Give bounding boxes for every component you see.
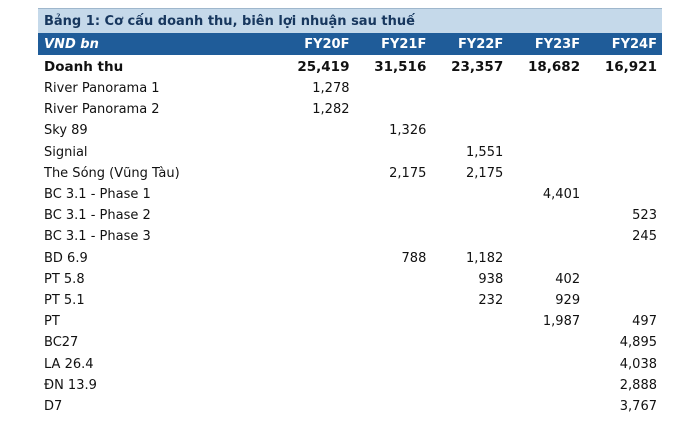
row-value: 1,326 xyxy=(389,123,427,139)
row-label: BC27 xyxy=(44,335,79,351)
table-header-row: VND bn FY20F FY21F FY22F FY23F FY24F xyxy=(38,33,662,55)
header-col: FY22F xyxy=(457,36,504,52)
row-value: 18,682 xyxy=(528,58,581,75)
row-value: 4,038 xyxy=(619,356,657,372)
table-row: BC27 4,895 xyxy=(38,332,662,353)
revenue-table: Bảng 1: Cơ cấu doanh thu, biên lợi nhuận… xyxy=(38,8,662,417)
table-row: BC 3.1 - Phase 1 4,401 xyxy=(38,184,662,205)
row-value: 929 xyxy=(555,292,581,308)
table-row: The Sóng (Vũng Tàu) 2,175 2,175 xyxy=(38,163,662,184)
row-label: Signial xyxy=(44,144,88,160)
table-row: D7 3,767 xyxy=(38,396,662,417)
row-value: 23,357 xyxy=(451,58,504,75)
row-label: Sky 89 xyxy=(44,123,88,139)
row-label: Doanh thu xyxy=(44,58,124,75)
row-value: 1,551 xyxy=(466,144,504,160)
row-value: 402 xyxy=(555,271,581,287)
header-col: FY21F xyxy=(381,36,427,52)
row-label: The Sóng (Vũng Tàu) xyxy=(44,165,180,181)
row-value: 2,175 xyxy=(466,165,504,181)
table-row: PT 1,987 497 xyxy=(38,311,662,332)
row-label: BC 3.1 - Phase 3 xyxy=(44,229,151,245)
row-value: 4,895 xyxy=(619,335,657,351)
row-value: 938 xyxy=(478,271,504,287)
header-col: FY20F xyxy=(304,36,350,52)
table-body: Doanh thu 25,419 31,516 23,357 18,682 16,921 R… xyxy=(38,55,662,417)
table-row: PT 5.8 938 402 xyxy=(38,269,662,290)
row-value: 232 xyxy=(478,292,504,308)
table-row: River Panorama 2 1,282 xyxy=(38,99,662,120)
row-label: River Panorama 1 xyxy=(44,81,160,97)
row-label: PT 5.1 xyxy=(44,292,85,308)
header-col: FY24F xyxy=(611,36,657,52)
table-row: River Panorama 1 1,278 xyxy=(38,78,662,99)
row-value: 4,401 xyxy=(542,187,581,203)
table-row: LA 26.4 4,038 xyxy=(38,353,662,374)
row-label: BC 3.1 - Phase 1 xyxy=(44,187,151,203)
table-row: Signial 1,551 xyxy=(38,142,662,163)
row-value: 523 xyxy=(632,208,657,224)
row-label: River Panorama 2 xyxy=(44,102,160,118)
row-value: 245 xyxy=(632,229,657,245)
table-row: Doanh thu 25,419 31,516 23,357 18,682 16,921 xyxy=(38,55,662,78)
row-label: ĐN 13.9 xyxy=(44,377,97,393)
row-label: BC 3.1 - Phase 2 xyxy=(44,208,151,224)
row-label: BD 6.9 xyxy=(44,250,88,266)
table-row: PT 5.1 232 929 xyxy=(38,290,662,311)
row-label: PT 5.8 xyxy=(44,271,85,287)
row-value: 497 xyxy=(632,314,657,330)
row-value: 1,278 xyxy=(312,81,350,97)
table-row: Sky 89 1,326 xyxy=(38,120,662,141)
table-row: BC 3.1 - Phase 2 523 xyxy=(38,205,662,226)
row-value: 1,182 xyxy=(466,250,504,266)
row-label: LA 26.4 xyxy=(44,356,94,372)
table-row: ĐN 13.9 2,888 xyxy=(38,375,662,396)
row-value: 788 xyxy=(401,250,427,266)
row-value: 1,282 xyxy=(312,102,350,118)
header-unit-label: VND bn xyxy=(44,36,99,52)
row-value: 25,419 xyxy=(297,58,350,75)
table-title: Bảng 1: Cơ cấu doanh thu, biên lợi nhuận… xyxy=(38,8,662,33)
row-label: D7 xyxy=(44,398,63,414)
header-col: FY23F xyxy=(534,36,581,52)
row-value: 2,175 xyxy=(389,165,427,181)
row-value: 16,921 xyxy=(604,58,657,75)
table-row: BD 6.9 788 1,182 xyxy=(38,248,662,269)
row-value: 31,516 xyxy=(374,58,427,75)
row-value: 3,767 xyxy=(619,398,657,414)
row-value: 1,987 xyxy=(542,314,581,330)
row-label: PT xyxy=(44,314,60,330)
row-value: 2,888 xyxy=(619,377,657,393)
table-row: BC 3.1 - Phase 3 245 xyxy=(38,226,662,247)
